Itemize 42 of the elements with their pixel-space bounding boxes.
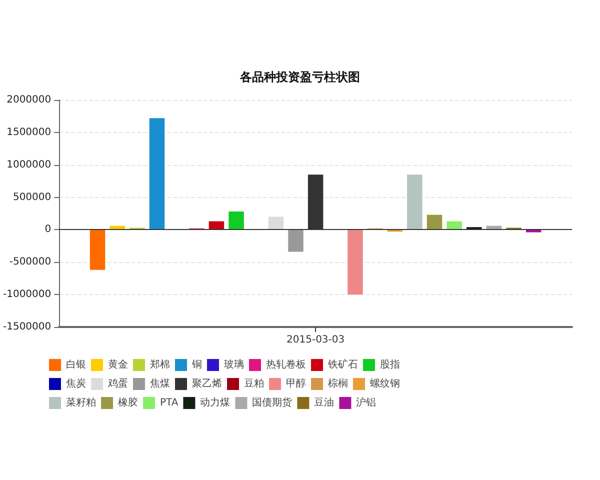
chart-title: 各品种投资盈亏柱状图 (239, 70, 360, 84)
bar (90, 230, 106, 270)
y-tick-label: 0 (44, 224, 52, 236)
legend-label: 热轧卷板 (266, 358, 306, 370)
bar (149, 118, 165, 230)
legend-label: 动力煤 (200, 396, 230, 408)
y-tick-label: 1000000 (6, 159, 52, 170)
legend-label: 铜 (191, 360, 202, 370)
bar (228, 212, 244, 230)
legend-label: 黄金 (108, 358, 128, 370)
legend-label: 铁矿石 (327, 358, 358, 370)
x-tick-label: 2015-03-03 (286, 334, 345, 346)
legend-label: 股指 (380, 358, 400, 370)
legend-label: 焦煤 (150, 378, 170, 390)
y-tick-label: -1000000 (2, 289, 52, 300)
legend-label: 玻璃 (224, 358, 244, 370)
legend-label: 沪铝 (356, 396, 376, 408)
legend-label: 聚乙烯 (192, 378, 222, 390)
legend-label: 白银 (66, 358, 86, 370)
bar (268, 216, 284, 230)
legend-label: 棕榈 (328, 378, 348, 390)
bar (446, 221, 462, 230)
y-tick-label: 1500000 (6, 126, 52, 138)
legend-label: PTA (160, 398, 178, 408)
y-tick-label: -1500000 (2, 322, 52, 332)
y-tick-label: -500000 (9, 256, 52, 268)
legend-label: 鸡蛋 (107, 378, 128, 390)
legend-label: 国债期货 (252, 396, 292, 408)
bar (288, 230, 304, 252)
legend-label: 甲醇 (286, 378, 306, 390)
legend-label: 螺纹钢 (370, 378, 400, 390)
bar (407, 174, 422, 230)
legend-label: 豆油 (314, 396, 334, 408)
legend-label: 焦炭 (66, 378, 86, 390)
bar (426, 214, 442, 230)
y-tick-label: 500000 (12, 192, 52, 203)
legend-label: 菜籽粕 (66, 396, 96, 408)
legend-label: 橡胶 (118, 396, 138, 408)
bar (348, 230, 363, 295)
y-tick-label: 2000000 (6, 94, 52, 106)
legend-label: 郑棉 (150, 358, 170, 370)
legend-label: 豆粕 (244, 378, 264, 390)
